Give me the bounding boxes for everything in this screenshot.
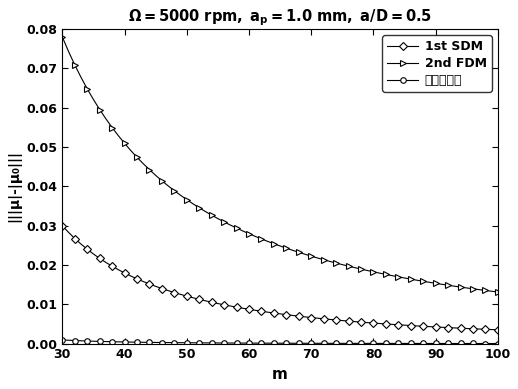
本发明方法 (495, 341, 501, 346)
1st SDM (71, 236, 78, 241)
Line: 2nd FDM: 2nd FDM (59, 34, 501, 295)
本发明方法 (221, 341, 227, 345)
Title: $\mathbf{\Omega}$$\mathbf{=5000\ rpm,\ }$$\mathbf{a_p=1.0\ mm,\ a/D=0.5}$: $\mathbf{\Omega}$$\mathbf{=5000\ rpm,\ }… (128, 7, 432, 28)
本发明方法 (59, 338, 65, 342)
1st SDM (221, 303, 227, 307)
本发明方法 (470, 341, 476, 346)
1st SDM (271, 311, 277, 315)
2nd FDM (221, 219, 227, 224)
1st SDM (59, 223, 65, 228)
2nd FDM (184, 197, 190, 202)
本发明方法 (321, 341, 327, 346)
Legend: 1st SDM, 2nd FDM, 本发明方法: 1st SDM, 2nd FDM, 本发明方法 (382, 35, 492, 92)
1st SDM (470, 326, 476, 331)
1st SDM (184, 294, 190, 298)
Line: 本发明方法: 本发明方法 (60, 337, 501, 346)
2nd FDM (495, 290, 501, 294)
2nd FDM (470, 286, 476, 291)
本发明方法 (184, 340, 190, 345)
2nd FDM (321, 258, 327, 262)
1st SDM (321, 317, 327, 321)
2nd FDM (271, 242, 277, 246)
1st SDM (495, 328, 501, 332)
Y-axis label: |||μ|-|μ₀|||: |||μ|-|μ₀||| (7, 151, 21, 223)
本发明方法 (71, 338, 78, 343)
2nd FDM (59, 35, 65, 39)
本发明方法 (271, 341, 277, 345)
X-axis label: m: m (272, 367, 288, 382)
2nd FDM (71, 63, 78, 67)
Line: 1st SDM: 1st SDM (60, 223, 501, 333)
